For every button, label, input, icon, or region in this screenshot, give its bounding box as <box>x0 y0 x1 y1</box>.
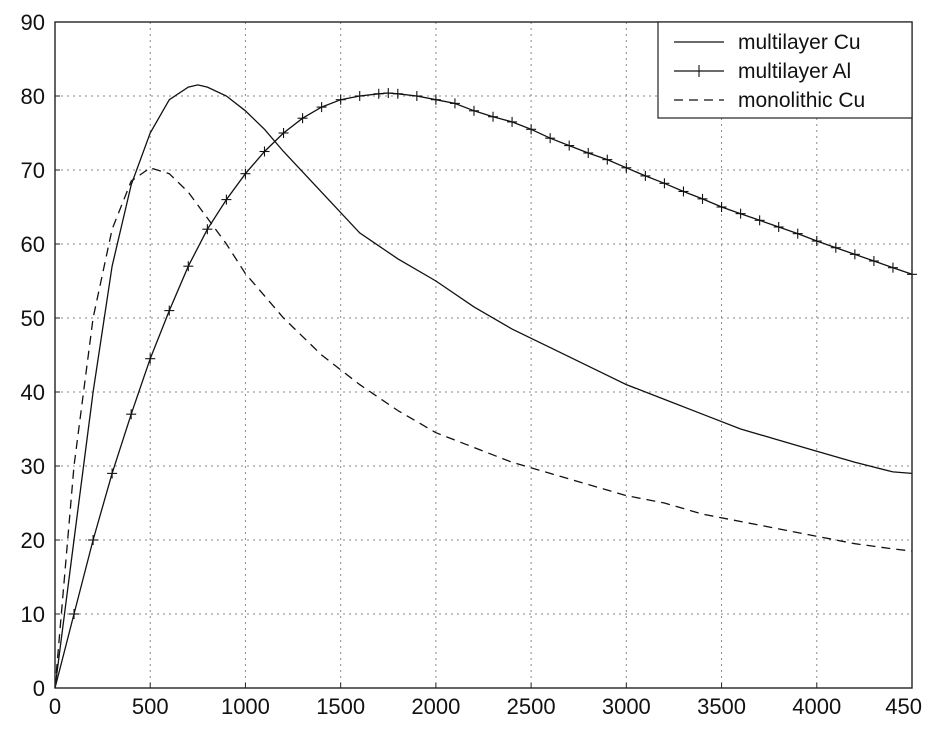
point-marker <box>411 91 422 101</box>
series-multilayer-al <box>54 88 917 689</box>
y-tick-label-5: 50 <box>21 306 45 331</box>
point-marker <box>392 88 403 99</box>
x-tick-label-5: 2500 <box>507 694 556 719</box>
point-marker <box>316 102 327 113</box>
point-marker <box>145 353 156 364</box>
x-tick-label-7: 3500 <box>697 694 746 719</box>
point-marker <box>564 140 575 151</box>
x-tick-label-1: 500 <box>132 694 169 719</box>
point-marker <box>830 242 841 253</box>
legend-item-monolithic-cu: monolithic Cu <box>674 89 865 112</box>
point-marker <box>659 178 670 189</box>
x-tick-label-3: 1500 <box>316 694 365 719</box>
y-tick-label-4: 40 <box>21 380 45 405</box>
legend-item-multilayer-al: multilayer Al <box>674 60 851 83</box>
point-marker <box>373 88 384 99</box>
point-marker <box>430 94 441 105</box>
point-marker <box>278 128 289 138</box>
point-marker <box>164 305 175 316</box>
point-marker <box>183 261 194 272</box>
series-monolithic-cu <box>54 167 913 689</box>
point-marker <box>126 409 137 420</box>
point-marker <box>583 147 594 158</box>
point-marker <box>468 105 479 116</box>
legend-box <box>657 21 913 119</box>
point-marker <box>678 186 689 197</box>
point-marker <box>259 146 270 157</box>
point-marker <box>640 170 651 181</box>
point-marker <box>545 133 556 144</box>
legend-label: monolithic Cu <box>738 89 865 112</box>
y-tick-label-7: 70 <box>21 158 45 183</box>
y-tick-label-9: 90 <box>21 10 45 35</box>
point-marker <box>602 154 613 165</box>
point-marker <box>735 208 746 219</box>
point-marker <box>621 162 632 173</box>
point-marker <box>811 236 822 247</box>
point-marker <box>354 91 365 101</box>
x-tick-label-8: 4000 <box>792 694 841 719</box>
series-line-multilayer-cu <box>54 84 913 689</box>
x-tick-label-2: 1000 <box>221 694 270 719</box>
point-marker <box>792 228 803 239</box>
y-axis-ticks: 0 10 20 30 40 50 60 70 80 90 <box>21 10 60 701</box>
x-tick-label-0: 0 <box>49 694 61 719</box>
grid <box>55 22 912 688</box>
legend: multilayer Cu multilayer Al monolithic Cu <box>657 21 913 119</box>
x-tick-label-9: 450 <box>885 694 922 719</box>
y-tick-label-6: 60 <box>21 232 45 257</box>
point-marker <box>507 116 518 127</box>
point-marker <box>488 111 499 122</box>
plot-frame <box>54 21 913 689</box>
series-line-multilayer-al <box>54 92 913 689</box>
point-marker <box>88 535 99 545</box>
series-line-monolithic-cu <box>54 167 913 689</box>
point-marker <box>335 94 346 105</box>
y-tick-label-1: 10 <box>21 602 45 627</box>
point-marker <box>202 224 213 235</box>
point-marker <box>69 609 80 619</box>
y-tick-label-3: 30 <box>21 454 45 479</box>
point-marker <box>868 256 879 267</box>
legend-label: multilayer Cu <box>738 31 861 54</box>
point-marker <box>887 262 898 273</box>
y-tick-label-8: 80 <box>21 84 45 109</box>
point-marker <box>773 221 784 232</box>
y-tick-label-2: 20 <box>21 528 45 553</box>
y-tick-label-0: 0 <box>33 676 45 701</box>
series-multilayer-cu <box>54 84 913 689</box>
series-group <box>54 84 917 689</box>
x-tick-label-6: 3000 <box>602 694 651 719</box>
legend-label: multilayer Al <box>738 60 851 83</box>
legend-item-multilayer-cu: multilayer Cu <box>674 31 861 54</box>
point-marker <box>754 215 765 226</box>
point-marker <box>240 168 251 179</box>
point-marker <box>383 88 394 99</box>
point-marker <box>716 202 727 212</box>
point-marker <box>526 124 537 135</box>
point-marker <box>297 113 308 124</box>
point-marker <box>849 249 860 260</box>
x-tick-label-4: 2000 <box>411 694 460 719</box>
point-marker <box>697 193 708 204</box>
x-axis-ticks: 0 500 1000 1500 2000 2500 3000 3500 4000 450 <box>49 683 922 719</box>
point-marker <box>449 98 460 109</box>
point-marker <box>107 468 118 479</box>
point-marker <box>221 194 232 205</box>
